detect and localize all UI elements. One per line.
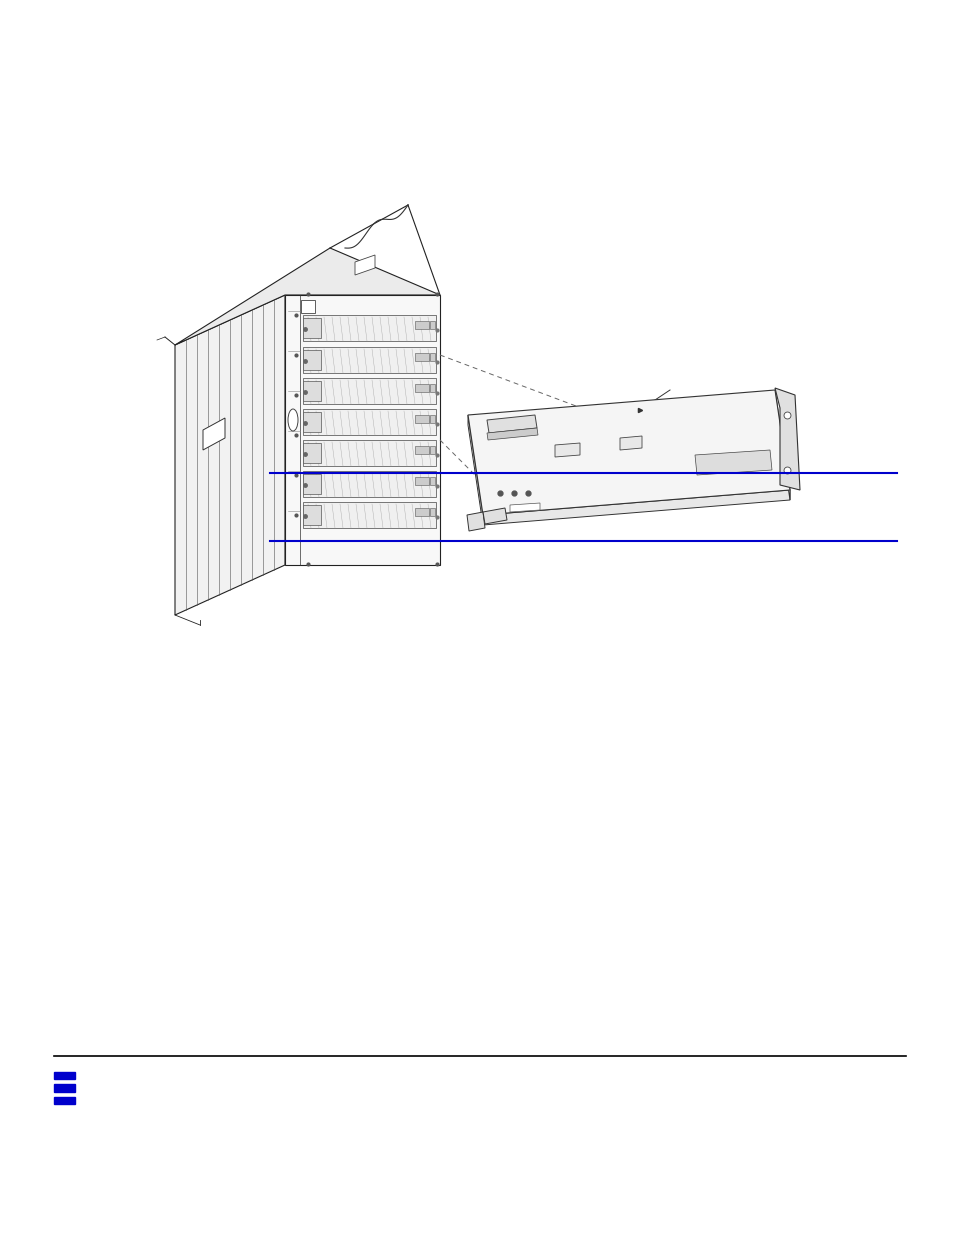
Bar — [415, 446, 429, 454]
Bar — [303, 350, 320, 370]
Bar — [303, 378, 436, 404]
Bar — [303, 315, 436, 341]
Bar — [415, 321, 429, 329]
Polygon shape — [482, 490, 789, 525]
Polygon shape — [285, 295, 439, 564]
Bar — [303, 317, 320, 338]
Bar — [415, 384, 429, 391]
Bar — [303, 443, 320, 463]
Polygon shape — [467, 513, 484, 531]
Bar — [303, 474, 320, 494]
Bar — [415, 415, 429, 424]
Bar — [303, 412, 320, 432]
Polygon shape — [468, 390, 789, 515]
Bar — [54, 1072, 75, 1079]
Bar — [54, 1084, 75, 1092]
Polygon shape — [695, 450, 771, 475]
Bar — [430, 353, 435, 361]
Bar — [430, 415, 435, 424]
Bar — [303, 409, 436, 435]
Polygon shape — [486, 429, 537, 440]
Polygon shape — [774, 390, 789, 500]
Polygon shape — [510, 503, 539, 513]
Polygon shape — [486, 415, 537, 433]
Polygon shape — [555, 443, 579, 457]
Bar — [303, 471, 436, 496]
Bar — [430, 384, 435, 391]
Polygon shape — [619, 436, 641, 450]
Polygon shape — [301, 300, 314, 312]
Polygon shape — [355, 254, 375, 275]
Bar — [303, 440, 436, 466]
Polygon shape — [482, 508, 506, 524]
Bar — [303, 347, 436, 373]
Bar — [430, 477, 435, 485]
Ellipse shape — [288, 409, 297, 431]
Polygon shape — [468, 415, 482, 525]
Bar — [54, 1097, 75, 1104]
Bar — [303, 505, 320, 525]
Bar — [430, 446, 435, 454]
Bar — [430, 508, 435, 516]
Bar — [430, 321, 435, 329]
Polygon shape — [203, 417, 225, 450]
Bar — [303, 382, 320, 401]
Bar — [303, 501, 436, 529]
Bar — [415, 353, 429, 361]
Bar — [415, 508, 429, 516]
Polygon shape — [174, 295, 285, 615]
Bar — [415, 477, 429, 485]
Polygon shape — [174, 248, 439, 345]
Polygon shape — [774, 388, 800, 490]
